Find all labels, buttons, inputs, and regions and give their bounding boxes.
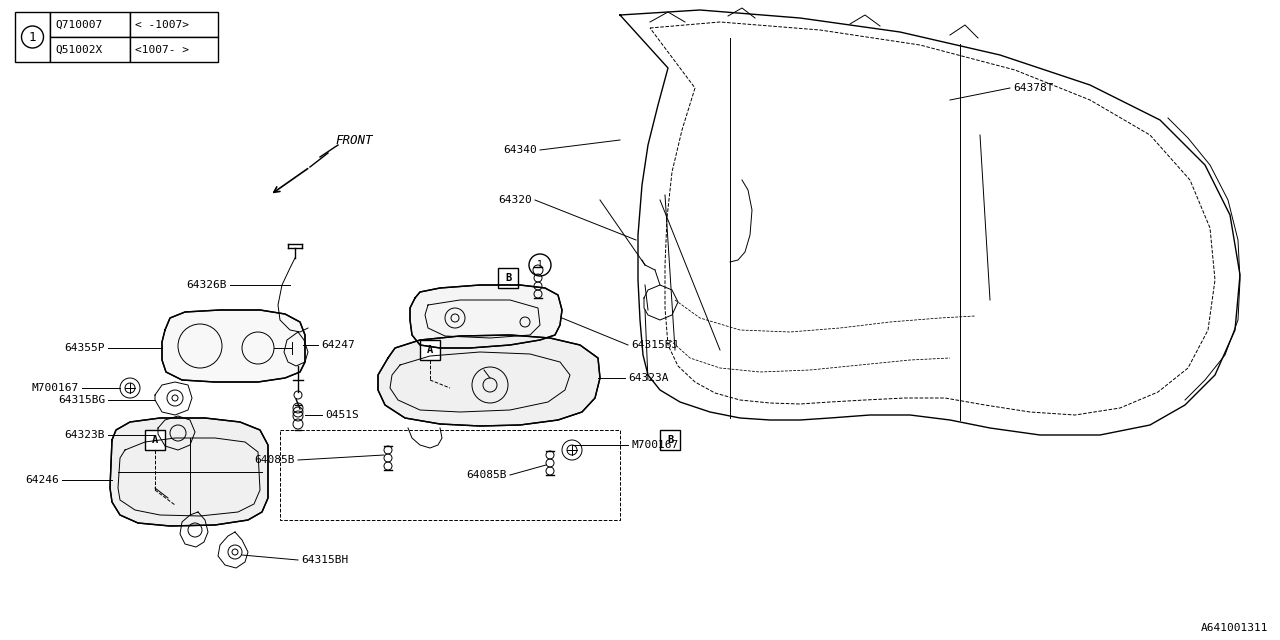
Text: A: A <box>152 435 159 445</box>
Bar <box>498 268 518 288</box>
Text: M700167: M700167 <box>32 383 79 393</box>
Text: 64315BH: 64315BH <box>301 555 348 565</box>
Text: 1: 1 <box>538 260 543 270</box>
Text: 64378T: 64378T <box>1012 83 1053 93</box>
Text: 64323A: 64323A <box>628 373 668 383</box>
Text: 64246: 64246 <box>26 475 59 485</box>
Text: 64315BG: 64315BG <box>58 395 105 405</box>
Text: 64247: 64247 <box>321 340 355 350</box>
Bar <box>15 12 50 62</box>
Bar <box>145 430 165 450</box>
Text: 64340: 64340 <box>503 145 538 155</box>
Text: Q51002X: Q51002X <box>55 45 102 54</box>
Bar <box>660 430 680 450</box>
Bar <box>420 340 440 360</box>
Polygon shape <box>163 310 305 382</box>
Polygon shape <box>378 335 600 426</box>
Text: 0451S: 0451S <box>325 410 358 420</box>
Text: 64320: 64320 <box>498 195 532 205</box>
Text: <1007- >: <1007- > <box>134 45 189 54</box>
Text: < -1007>: < -1007> <box>134 19 189 29</box>
Bar <box>50 12 131 37</box>
Text: 64085B: 64085B <box>255 455 294 465</box>
Text: 64323B: 64323B <box>64 430 105 440</box>
Text: 64085B: 64085B <box>466 470 507 480</box>
Text: 64315BJ: 64315BJ <box>631 340 678 350</box>
Polygon shape <box>110 418 268 526</box>
Text: B: B <box>504 273 511 283</box>
Text: M700167: M700167 <box>631 440 678 450</box>
Bar <box>131 37 218 62</box>
Text: 1: 1 <box>28 31 36 44</box>
Bar <box>50 37 131 62</box>
Text: A: A <box>426 345 433 355</box>
Polygon shape <box>410 285 562 348</box>
Bar <box>131 12 218 37</box>
Text: A641001311: A641001311 <box>1201 623 1268 633</box>
Text: 64355P: 64355P <box>64 343 105 353</box>
Text: B: B <box>667 435 673 445</box>
Text: 64326B: 64326B <box>187 280 227 290</box>
Text: FRONT: FRONT <box>335 134 372 147</box>
Text: Q710007: Q710007 <box>55 19 102 29</box>
